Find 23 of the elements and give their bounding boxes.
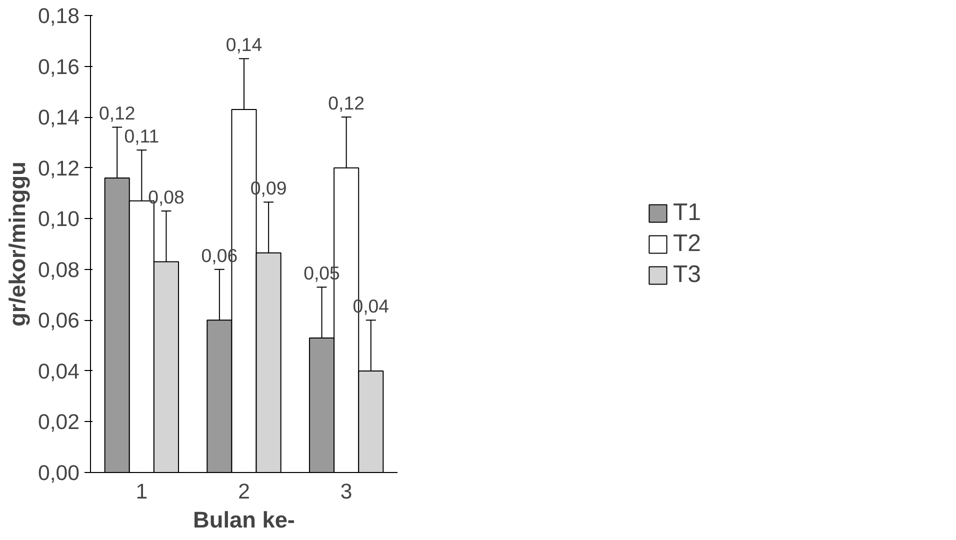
legend-label: T2 [672,230,702,258]
y-tick-label: 0,04 [38,359,80,384]
x-tick-label: 1 [136,480,148,504]
legend-label: T1 [672,198,702,226]
y-tick-label: 0,00 [38,461,80,485]
x-tick-label: 2 [238,480,250,504]
data-label: 0,12 [328,92,364,114]
y-tick-label: 0,02 [38,410,80,434]
y-tick-label: 0,12 [38,156,80,180]
x-axis-title: Bulan ke- [193,506,295,532]
data-label: 0,14 [226,34,262,56]
data-label: 0,11 [124,125,160,146]
data-label: 0,12 [98,102,136,124]
y-tick-label: 0,06 [38,308,80,333]
legend-label: T3 [672,260,702,288]
y-tick-label: 0,18 [38,4,80,28]
x-tick-label: 3 [340,480,352,504]
y-tick-label: 0,08 [38,258,80,282]
y-tick-label: 0,14 [38,106,80,130]
data-label: 0,08 [148,186,184,208]
y-axis-title: gr/ekor/minggu [4,162,30,326]
y-tick-label: 0,10 [38,207,80,232]
y-tick-label: 0,16 [38,54,80,79]
